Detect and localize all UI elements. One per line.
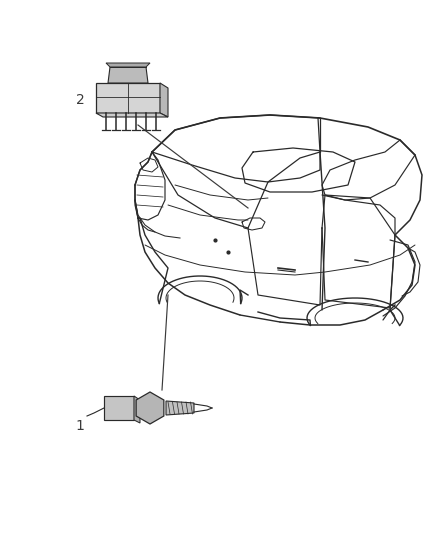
Polygon shape (134, 396, 140, 423)
Polygon shape (160, 83, 168, 117)
Text: 2: 2 (76, 93, 85, 107)
Polygon shape (106, 63, 150, 67)
Polygon shape (104, 396, 134, 420)
Polygon shape (96, 113, 168, 117)
Polygon shape (96, 83, 160, 113)
Polygon shape (108, 67, 148, 83)
Polygon shape (166, 401, 194, 415)
Text: 1: 1 (76, 419, 85, 433)
Polygon shape (136, 392, 164, 424)
